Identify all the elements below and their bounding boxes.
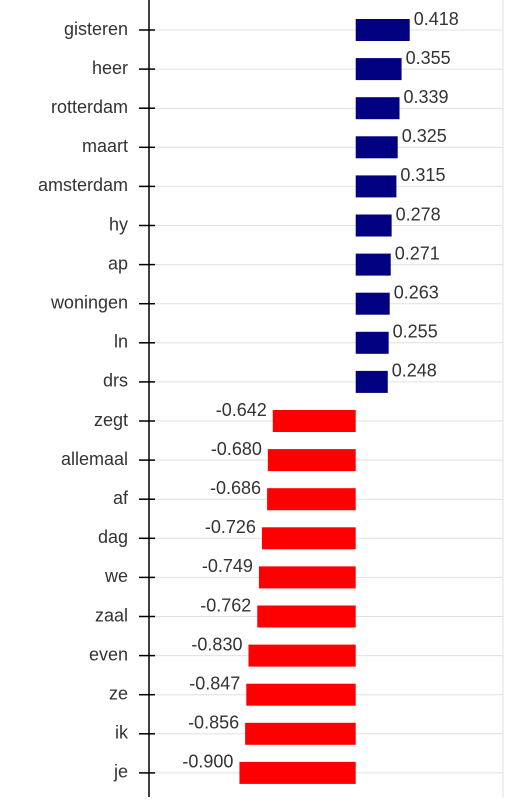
y-tick-label: gisteren <box>64 19 128 39</box>
y-tick-label: zegt <box>94 410 128 430</box>
value-label: -0.686 <box>210 478 261 498</box>
bar <box>258 566 356 589</box>
y-tick-label: zaal <box>95 605 128 625</box>
y-tick-label: we <box>104 566 128 586</box>
bar <box>355 136 398 159</box>
value-label: -0.726 <box>205 517 256 537</box>
value-label: -0.847 <box>189 673 240 693</box>
bar <box>246 683 356 706</box>
y-tick-label: even <box>89 644 128 664</box>
y-tick-label: maart <box>82 136 128 156</box>
value-label: 0.355 <box>406 48 451 68</box>
bar <box>261 527 356 550</box>
y-tick-label: woningen <box>50 292 128 312</box>
bar <box>272 410 356 432</box>
value-label: -0.856 <box>188 713 239 733</box>
y-tick-label: rotterdam <box>51 97 128 117</box>
bar <box>355 331 389 354</box>
bar <box>355 214 392 237</box>
bar <box>257 605 356 628</box>
value-label: 0.278 <box>396 204 441 224</box>
bar <box>355 253 391 276</box>
y-tick-label: dag <box>98 527 128 547</box>
value-label: 0.248 <box>392 361 437 381</box>
y-tick-label: ln <box>114 332 128 352</box>
bar <box>355 19 410 41</box>
bar <box>355 370 388 393</box>
value-label: 0.255 <box>393 322 438 342</box>
value-label: -0.642 <box>216 400 267 420</box>
bar <box>267 488 356 511</box>
bar <box>355 292 390 315</box>
y-tick-label: af <box>113 488 129 508</box>
y-tick-label: ik <box>115 723 129 743</box>
bar <box>355 175 397 198</box>
value-label: -0.900 <box>182 752 233 772</box>
value-label: -0.830 <box>191 634 242 654</box>
value-label: -0.680 <box>211 439 262 459</box>
value-label: -0.749 <box>202 556 253 576</box>
y-tick-label: heer <box>92 58 128 78</box>
y-tick-label: amsterdam <box>38 175 128 195</box>
bar <box>245 722 356 745</box>
value-label: 0.315 <box>400 165 445 185</box>
value-label: 0.418 <box>414 9 459 29</box>
bar <box>248 644 356 667</box>
y-tick-label: ap <box>108 253 128 273</box>
y-tick-label: ze <box>109 683 128 703</box>
y-tick-label: hy <box>109 214 128 234</box>
bar <box>267 449 356 472</box>
y-tick-label: allemaal <box>61 449 128 469</box>
value-label: 0.271 <box>395 243 440 263</box>
value-label: 0.339 <box>404 87 449 107</box>
value-label: 0.263 <box>394 282 439 302</box>
value-label: -0.762 <box>200 595 251 615</box>
y-tick-label: je <box>113 762 128 782</box>
y-tick-label: drs <box>103 371 128 391</box>
bar <box>355 58 402 81</box>
bar <box>239 761 356 784</box>
bar <box>355 97 400 120</box>
value-label: 0.325 <box>402 126 447 146</box>
